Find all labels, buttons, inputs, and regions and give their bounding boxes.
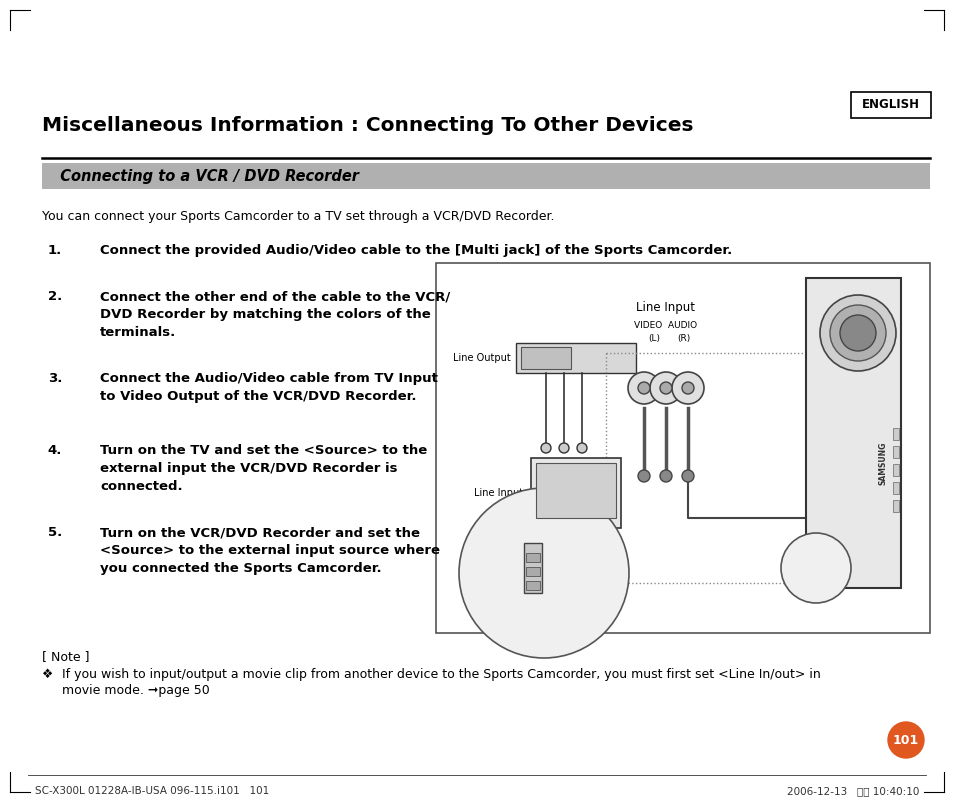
Circle shape: [681, 382, 693, 394]
Circle shape: [659, 382, 671, 394]
Text: 3.: 3.: [48, 372, 62, 385]
Bar: [523, 543, 541, 593]
Circle shape: [638, 470, 649, 482]
Bar: [850, 92, 930, 118]
Text: If you wish to input/output a movie clip from another device to the Sports Camco: If you wish to input/output a movie clip…: [62, 668, 820, 681]
Bar: [531, 458, 620, 528]
Circle shape: [671, 372, 703, 404]
Bar: [536, 463, 616, 518]
Text: SC-X300L 01228A-IB-USA 096-115.i101   101: SC-X300L 01228A-IB-USA 096-115.i101 101: [35, 786, 269, 796]
Circle shape: [681, 470, 693, 482]
Bar: [525, 567, 539, 576]
Circle shape: [659, 470, 671, 482]
Text: Connecting to a VCR / DVD Recorder: Connecting to a VCR / DVD Recorder: [50, 168, 358, 184]
Bar: [892, 428, 898, 440]
Text: Connect the other end of the cable to the VCR/
DVD Recorder by matching the colo: Connect the other end of the cable to th…: [100, 290, 450, 339]
Circle shape: [638, 382, 649, 394]
Text: 4.: 4.: [48, 444, 62, 457]
Text: Miscellaneous Information : Connecting To Other Devices: Miscellaneous Information : Connecting T…: [42, 116, 693, 135]
Bar: [436, 263, 929, 633]
Circle shape: [540, 443, 551, 453]
Circle shape: [829, 305, 885, 361]
Bar: [525, 553, 539, 562]
Circle shape: [458, 488, 628, 658]
Circle shape: [627, 372, 659, 404]
Text: Line Output: Line Output: [453, 353, 511, 363]
Circle shape: [649, 372, 681, 404]
Text: ENGLISH: ENGLISH: [862, 99, 919, 111]
Text: Turn on the TV and set the <Source> to the
external input the VCR/DVD Recorder i: Turn on the TV and set the <Source> to t…: [100, 444, 427, 493]
Text: Connect the provided Audio/Video cable to the [Multi jack] of the Sports Camcord: Connect the provided Audio/Video cable t…: [100, 244, 732, 257]
Text: 2006-12-13   오전 10:40:10: 2006-12-13 오전 10:40:10: [786, 786, 918, 796]
Circle shape: [820, 295, 895, 371]
Bar: [42, 163, 929, 189]
Bar: [525, 581, 539, 590]
Text: Line Input: Line Input: [474, 488, 522, 498]
Bar: [892, 464, 898, 476]
Text: 1.: 1.: [48, 244, 62, 257]
Text: (L): (L): [647, 334, 659, 343]
Text: You can connect your Sports Camcorder to a TV set through a VCR/DVD Recorder.: You can connect your Sports Camcorder to…: [42, 210, 554, 223]
Bar: [805, 278, 900, 588]
Text: [ Note ]: [ Note ]: [42, 650, 90, 663]
Bar: [892, 500, 898, 512]
Circle shape: [781, 533, 850, 603]
Bar: [892, 446, 898, 458]
Circle shape: [558, 443, 568, 453]
Text: Connect the Audio/Video cable from TV Input
to Video Output of the VCR/DVD Recor: Connect the Audio/Video cable from TV In…: [100, 372, 437, 403]
Text: 101: 101: [892, 734, 918, 747]
Text: ❖: ❖: [42, 668, 53, 681]
Circle shape: [840, 315, 875, 351]
Bar: [892, 482, 898, 494]
Text: VIDEO  AUDIO: VIDEO AUDIO: [634, 321, 697, 330]
Text: (R): (R): [677, 334, 690, 343]
Text: Turn on the VCR/DVD Recorder and set the
<Source> to the external input source w: Turn on the VCR/DVD Recorder and set the…: [100, 526, 439, 575]
Circle shape: [577, 443, 586, 453]
Text: SAMSUNG: SAMSUNG: [878, 441, 886, 484]
Text: Line Input: Line Input: [636, 302, 695, 314]
Bar: [516, 343, 636, 373]
Text: 5.: 5.: [48, 526, 62, 539]
Text: 2.: 2.: [48, 290, 62, 303]
Text: movie mode. ➞page 50: movie mode. ➞page 50: [62, 684, 210, 697]
Circle shape: [887, 722, 923, 758]
Bar: [520, 347, 571, 369]
